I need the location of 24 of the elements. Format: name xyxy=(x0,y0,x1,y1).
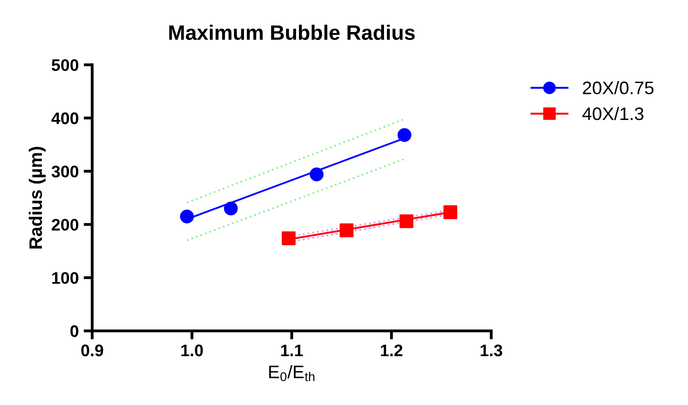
x-tick-label: 0.9 xyxy=(81,344,104,356)
point xyxy=(224,202,238,216)
y-tick-label: 0 xyxy=(70,325,78,338)
y-tick-label: 100 xyxy=(52,272,78,284)
y-tick-label: 500 xyxy=(52,59,78,72)
point xyxy=(310,168,324,182)
point xyxy=(282,231,296,246)
legend-label: 40X/1.3 xyxy=(582,106,644,120)
point xyxy=(180,210,194,224)
x-tick-label: 1.2 xyxy=(380,344,402,356)
legend-label: 20X/0.75 xyxy=(582,81,654,94)
chart-title: Maximum Bubble Radius xyxy=(169,24,415,40)
point xyxy=(340,223,354,238)
point xyxy=(400,214,414,228)
x-tick-label: 1.1 xyxy=(281,344,303,356)
x-axis-title: E$_{0}$/E$_{th}$ xyxy=(269,365,314,382)
y-tick-label: 300 xyxy=(52,166,78,178)
x-tick-label: 1.3 xyxy=(480,344,502,356)
point xyxy=(443,205,458,220)
x-tick-label: 1.0 xyxy=(181,344,203,356)
y-tick-label: 400 xyxy=(51,112,78,124)
point xyxy=(398,128,412,142)
y-axis-title: Radius (µm) xyxy=(28,146,46,248)
y-tick-label: 200 xyxy=(52,218,78,231)
